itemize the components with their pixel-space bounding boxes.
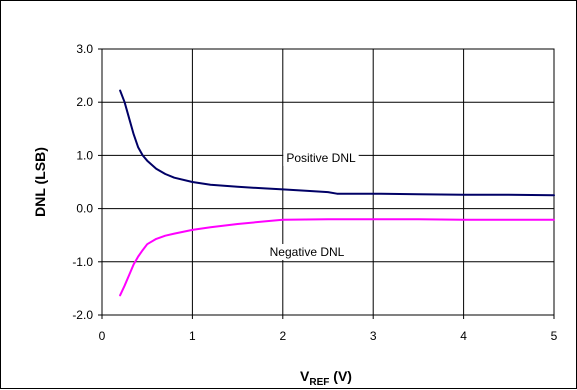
y-tick-label: 2.0 <box>76 95 93 109</box>
negative-dnl-annotation: Negative DNL <box>266 244 348 260</box>
x-tick-label: 4 <box>460 329 467 343</box>
y-tick-label: 1.0 <box>76 148 93 162</box>
x-tick-label: 3 <box>370 329 377 343</box>
series-lines <box>119 89 555 297</box>
x-axis-label-subscript: REF <box>309 377 329 388</box>
annotation-background <box>283 150 359 166</box>
y-tick-label: 3.0 <box>76 42 93 56</box>
x-axis-label-unit: (V) <box>329 368 352 384</box>
y-axis-label: DNL (LSB) <box>32 147 48 217</box>
annotations: Positive DNL Negative DNL <box>266 150 359 260</box>
x-tick-label: 0 <box>99 329 106 343</box>
y-tick-label: 0.0 <box>76 202 93 216</box>
plot-area-border <box>101 48 555 316</box>
x-tick-label: 2 <box>279 329 286 343</box>
x-tick-label: 5 <box>551 329 558 343</box>
x-axis-label: VREF (V) <box>300 368 352 388</box>
positive-dnl-annotation: Positive DNL <box>283 150 359 166</box>
negative-dnl-line <box>119 218 555 297</box>
axis-ticks: -2.0 -1.0 0.0 1.0 2.0 3.0 0 1 2 3 4 5 <box>72 42 557 343</box>
y-tick-label: -1.0 <box>72 255 93 269</box>
x-axis-label-main: V <box>300 368 310 384</box>
annotation-text: Negative DNL <box>270 245 345 259</box>
grid-lines <box>101 48 555 316</box>
annotation-text: Positive DNL <box>286 151 356 165</box>
y-tick-label: -2.0 <box>72 308 93 322</box>
positive-dnl-line <box>119 89 555 197</box>
annotation-background <box>266 244 348 260</box>
x-tick-label: 1 <box>189 329 196 343</box>
